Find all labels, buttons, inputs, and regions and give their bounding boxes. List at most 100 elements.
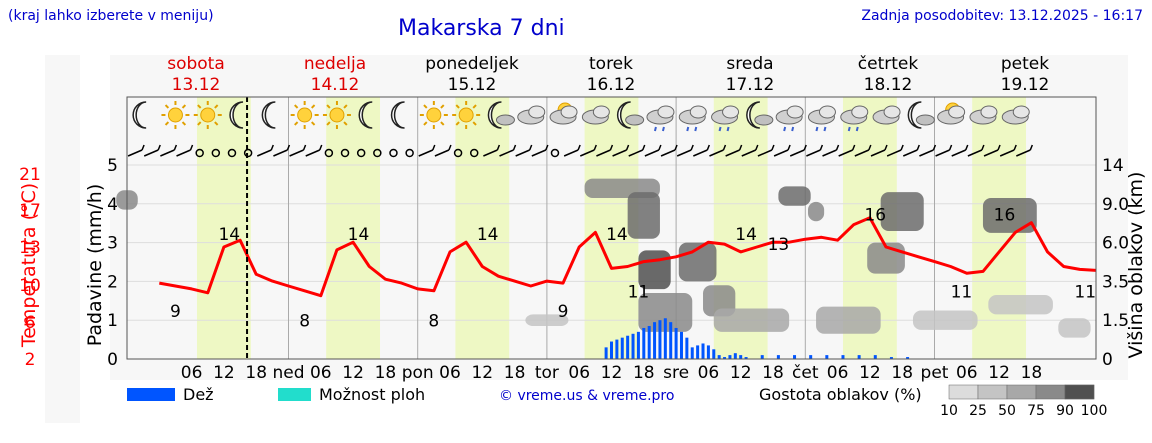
- day-name: torek: [589, 54, 633, 74]
- rain-bar: [663, 318, 667, 359]
- temperature-tick-label: 6: [25, 313, 36, 333]
- density-scale-label: 50: [998, 403, 1016, 419]
- cloud-height-axis-title: Višina oblakov (km): [1125, 172, 1147, 359]
- temperature-tick-label: 2: [25, 350, 36, 370]
- wind-barb: [755, 144, 759, 151]
- moon-cloud-icon: [487, 101, 515, 129]
- wind-barb: [545, 144, 549, 151]
- wind-barb: [725, 149, 740, 157]
- daylight-band: [326, 97, 381, 359]
- x-tick-label: 12: [342, 363, 364, 383]
- rain-bar: [712, 349, 716, 359]
- cloud-height-tick-label: 1.5: [1102, 311, 1129, 331]
- wind-barb: [951, 149, 967, 157]
- temperature-tick-label: 17: [19, 201, 41, 221]
- rain-bar: [685, 337, 689, 359]
- wind-barb: [886, 149, 902, 157]
- wind-barb: [448, 144, 452, 151]
- credit-link[interactable]: © vreme.us & vreme.pro: [499, 388, 675, 404]
- page-title: Makarska 7 dni: [398, 16, 565, 41]
- density-scale-label: 25: [969, 403, 987, 419]
- temperature-label: 14: [477, 225, 499, 245]
- wind-barb: [434, 149, 450, 157]
- wind-calm: [227, 148, 237, 158]
- moon-icon: [358, 101, 373, 129]
- wind-barb: [658, 144, 662, 151]
- wind-barb: [642, 144, 646, 151]
- wind-calm: [373, 148, 382, 158]
- rain-bar: [610, 341, 613, 359]
- wind-barb: [757, 149, 773, 157]
- x-tick-label: 12: [730, 363, 752, 383]
- rain-bar: [674, 327, 678, 359]
- wind-barb: [932, 144, 937, 151]
- wind-barb: [189, 144, 194, 151]
- wind-barb: [160, 149, 175, 157]
- cloud-density-area: [880, 192, 924, 231]
- rain-bar: [626, 335, 630, 359]
- day-name: nedelja: [304, 54, 366, 74]
- rain-bar: [653, 322, 657, 359]
- wind-calm: [324, 148, 334, 158]
- x-tick-label: tor: [535, 363, 559, 383]
- x-tick-label: 06: [956, 363, 978, 383]
- wind-barb: [305, 149, 321, 157]
- density-scale-cell: [948, 384, 979, 400]
- temperature-tick-label: 10: [19, 276, 41, 296]
- wind-barb: [593, 144, 597, 151]
- rain-bar: [669, 322, 673, 359]
- wind-barb: [499, 149, 514, 157]
- x-tick-label: 18: [633, 363, 655, 383]
- temperature-label: 14: [735, 225, 757, 245]
- temperature-label: 9: [558, 302, 569, 322]
- wind-barb: [173, 144, 178, 151]
- temperature-line: [159, 216, 1097, 298]
- x-tick-label: 18: [1021, 363, 1043, 383]
- x-tick-label: 06: [827, 363, 849, 383]
- rain-cloud-icon: [775, 105, 804, 132]
- wind-barb: [302, 144, 307, 151]
- cloud-density-area: [816, 306, 881, 334]
- density-scale-label: 10: [940, 403, 958, 419]
- daylight-band: [196, 97, 251, 359]
- wind-barb: [176, 149, 191, 157]
- cloudy-icon: [517, 105, 546, 125]
- rain-bar: [658, 320, 662, 359]
- wind-barb: [981, 144, 985, 151]
- rain-cloud-icon: [840, 105, 869, 132]
- wind-barb: [628, 149, 644, 157]
- temperature-label: 16: [864, 206, 886, 226]
- x-tick-label: ned: [272, 363, 304, 383]
- wind-barb: [528, 144, 533, 151]
- sun-icon: [193, 101, 222, 129]
- x-tick-label: 12: [471, 363, 493, 383]
- x-tick-label: 06: [310, 363, 332, 383]
- moon-icon: [229, 101, 244, 129]
- wind-barb: [579, 149, 595, 157]
- x-tick-label: 06: [568, 363, 590, 383]
- precip-axis-title: Padavine (mm/h): [84, 184, 106, 347]
- wind-barb: [709, 149, 724, 157]
- temperature-label: 14: [606, 225, 628, 245]
- rain-bar: [642, 327, 646, 359]
- day-date: 17.12: [726, 75, 775, 95]
- legend-cloud-density-label: Gostota oblakov (%): [759, 385, 922, 404]
- rain-bar: [841, 355, 845, 359]
- wind-barb: [851, 144, 856, 151]
- x-tick-label: 06: [439, 363, 461, 383]
- wind-barb: [693, 149, 708, 157]
- rain-cloud-icon: [678, 105, 707, 132]
- temperature-label: 14: [218, 225, 240, 245]
- sun-icon: [419, 101, 448, 129]
- wind-barb: [1016, 149, 1031, 157]
- temperature-label: 9: [170, 302, 181, 322]
- cloudy-icon: [581, 105, 610, 125]
- daylight-band: [455, 97, 510, 359]
- cloud-density-area: [525, 314, 569, 327]
- cloud-height-tick-label: 3.5: [1102, 272, 1129, 292]
- wind-barb: [870, 149, 886, 157]
- moon-icon: [390, 101, 405, 129]
- wind-barb: [948, 144, 953, 151]
- wind-barb: [644, 149, 660, 157]
